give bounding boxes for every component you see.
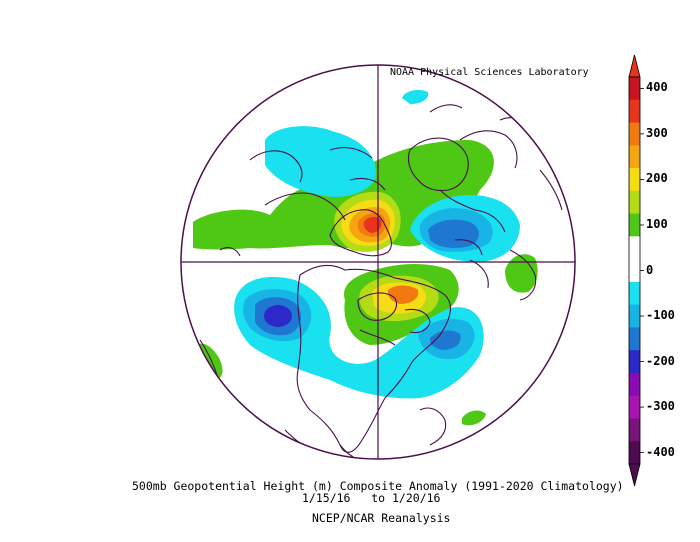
colorbar-segment: [629, 259, 640, 283]
anomaly-region-negative: [265, 126, 376, 197]
colorbar-segment: [629, 327, 640, 351]
colorbar-segment: [629, 372, 640, 397]
colorbar-segment: [629, 213, 640, 237]
colorbar-segment: [629, 395, 640, 419]
anomaly-maximum: [363, 216, 382, 233]
colorbar-segment: [629, 304, 640, 328]
colorbar-segment: [629, 281, 640, 306]
colorbar-tick-label: 200: [646, 171, 668, 186]
colorbar-tick-label: -200: [646, 353, 675, 368]
anomaly-region-negative: [428, 219, 479, 248]
colorbar-tick-label: 0: [646, 262, 654, 277]
anomaly-region-positive: [505, 254, 538, 293]
colorbar-tick-label: 400: [646, 80, 668, 95]
credit-label: NOAA Physical Sciences Laboratory: [390, 67, 589, 78]
colorbar-segment: [629, 418, 640, 442]
colorbar-segment: [629, 122, 640, 146]
anomaly-fields: [193, 90, 538, 426]
colorbar-segment: [629, 99, 640, 124]
colorbar-tick-label: -100: [646, 308, 675, 323]
colorbar-segment: [629, 168, 640, 192]
colorbar-segment: [629, 350, 640, 374]
colorbar-tick-label: 100: [646, 216, 668, 231]
caption-line-1: 500mb Geopotential Height (m) Composite …: [132, 479, 624, 493]
anomaly-region-positive: [462, 410, 486, 426]
colorbar-tick-label: -300: [646, 399, 675, 414]
map-border: [180, 64, 576, 460]
anomaly-region-negative: [402, 90, 429, 104]
anomaly-region-negative: [429, 330, 461, 350]
colorbar-segment: [629, 77, 640, 101]
caption-line-3: NCEP/NCAR Reanalysis: [312, 511, 451, 525]
caption-line-2: 1/15/16 to 1/20/16: [302, 491, 441, 505]
colorbar-segment: [629, 236, 640, 260]
colorbar-top-arrow: [628, 54, 641, 78]
colorbar-segment: [629, 190, 640, 215]
colorbar: [628, 54, 644, 487]
colorbar-tick-label: 300: [646, 125, 668, 140]
colorbar-bottom-arrow: [628, 463, 641, 487]
anomaly-minimum: [264, 305, 292, 327]
colorbar-tick-label: -400: [646, 444, 675, 459]
colorbar-segment: [629, 145, 640, 169]
colorbar-segment: [629, 441, 640, 465]
